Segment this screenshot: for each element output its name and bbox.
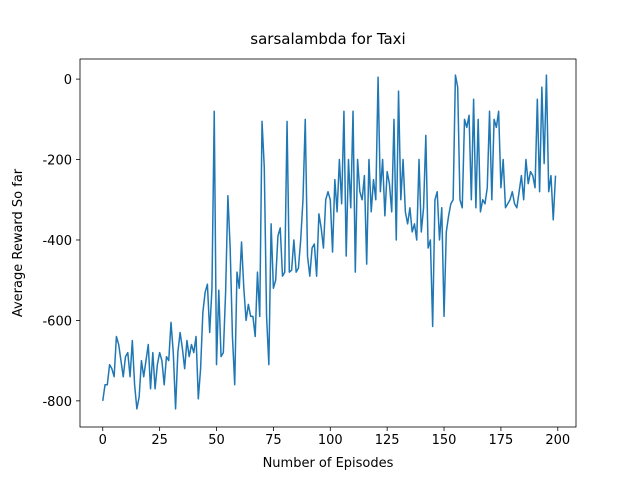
x-tick-label: 125: [375, 433, 400, 448]
y-tick-label: -600: [42, 314, 72, 329]
plot-frame: [79, 58, 577, 428]
x-tick-label: 100: [318, 433, 343, 448]
x-tick-label: 200: [545, 433, 570, 448]
x-tick-label: 50: [208, 433, 225, 448]
y-tick-label: -200: [42, 154, 72, 169]
chart-title: sarsalambda for Taxi: [250, 30, 405, 48]
line: [102, 74, 557, 410]
y-tick-label: -400: [42, 234, 72, 249]
y-tick-label: -800: [42, 395, 72, 410]
x-tick-label: 0: [99, 433, 107, 448]
y-axis-label: Average Reward So far: [11, 168, 26, 317]
x-tick-label: 175: [489, 433, 514, 448]
x-tick-label: 75: [265, 433, 282, 448]
x-axis-label: Number of Episodes: [263, 456, 394, 471]
x-tick-label: 150: [432, 433, 457, 448]
x-tick-label: 25: [151, 433, 168, 448]
y-tick-label: 0: [64, 73, 72, 88]
